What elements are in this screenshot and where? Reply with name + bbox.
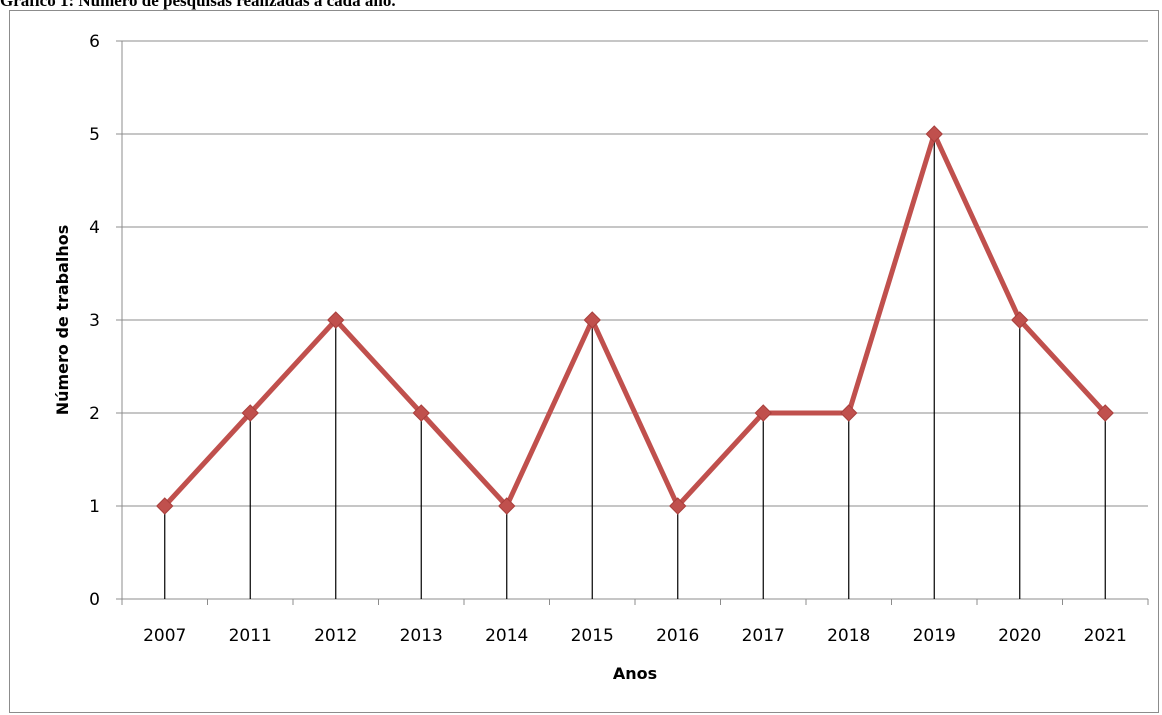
x-tick-label-2019: 2019 (913, 626, 956, 646)
data-point-2007 (156, 497, 174, 515)
x-tick-label-2016: 2016 (656, 626, 699, 646)
y-tick-label-0: 0 (89, 590, 100, 610)
data-point-2019 (925, 125, 943, 143)
data-point-2018 (840, 404, 858, 422)
x-tick-label-2011: 2011 (229, 626, 272, 646)
chart-caption: Gráfico 1: Número de pesquisas realizada… (0, 0, 396, 10)
data-point-2014 (498, 497, 516, 515)
x-tick-label-2014: 2014 (485, 626, 528, 646)
x-tick-label-2018: 2018 (827, 626, 870, 646)
x-tick-label-2007: 2007 (143, 626, 186, 646)
x-tick-label-2017: 2017 (742, 626, 785, 646)
y-tick-label-3: 3 (89, 311, 100, 331)
x-tick-label-2012: 2012 (314, 626, 357, 646)
data-point-2016 (669, 497, 687, 515)
x-tick-label-2021: 2021 (1084, 626, 1127, 646)
data-point-2012 (327, 311, 345, 329)
data-point-2013 (412, 404, 430, 422)
x-tick-label-2020: 2020 (998, 626, 1041, 646)
data-point-2015 (583, 311, 601, 329)
y-tick-label-2: 2 (89, 404, 100, 424)
data-point-2011 (241, 404, 259, 422)
data-point-2020 (1011, 311, 1029, 329)
x-tick-label-2013: 2013 (400, 626, 443, 646)
data-point-2017 (754, 404, 772, 422)
y-axis-title: Número de trabalhos (53, 225, 72, 416)
y-tick-label-6: 6 (89, 32, 100, 52)
y-tick-label-5: 5 (89, 125, 100, 145)
x-axis-title: Anos (613, 664, 657, 683)
data-point-2021 (1096, 404, 1114, 422)
chart-frame (9, 10, 1159, 713)
series-line (162, 131, 1108, 509)
y-tick-label-4: 4 (89, 218, 100, 238)
y-tick-label-1: 1 (89, 497, 100, 517)
x-tick-label-2015: 2015 (571, 626, 614, 646)
